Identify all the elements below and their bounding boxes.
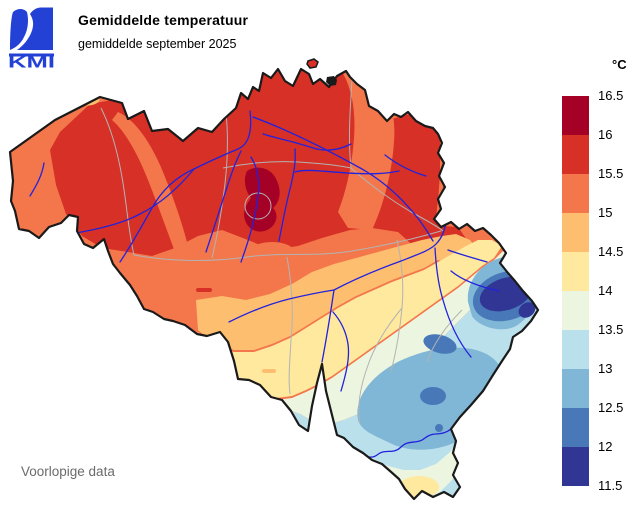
legend-tick-label: 13 bbox=[598, 361, 613, 376]
legend-tick-label: 13.5 bbox=[598, 322, 624, 337]
temp-region-darkred-brussels bbox=[244, 167, 280, 232]
temp-region-orange-below-brussels bbox=[248, 242, 296, 266]
legend-swatch-12.5-13 bbox=[562, 369, 589, 408]
temp-region-orange-dot-kempen bbox=[354, 137, 370, 149]
river-dender bbox=[205, 150, 242, 253]
river-scheldt-upper bbox=[119, 168, 195, 263]
river-lesse bbox=[332, 311, 350, 392]
page-title: Gemiddelde temperatuur bbox=[78, 12, 249, 28]
legend-swatch-15.5-16 bbox=[562, 135, 589, 174]
legend-swatch-16-16.5 bbox=[562, 96, 589, 135]
enclave-island-dark bbox=[326, 76, 337, 86]
temp-region-lightorange-dash bbox=[262, 369, 276, 373]
enclave-island-small bbox=[306, 58, 319, 69]
temp-region-indigo-appendix bbox=[518, 302, 536, 318]
river-ambleve bbox=[450, 270, 500, 292]
legend-tick-label: 14 bbox=[598, 283, 613, 298]
temp-region-yellow-band bbox=[198, 240, 502, 398]
province-border-hainaut-namur bbox=[286, 256, 293, 395]
legend-tick-label: 11.5 bbox=[598, 478, 623, 493]
river-demer bbox=[294, 169, 400, 175]
kmi-logo: KMI bbox=[8, 7, 55, 70]
river-dijle bbox=[278, 148, 296, 242]
legend-tick-label: 14.5 bbox=[598, 244, 624, 259]
river-ourthe bbox=[434, 247, 472, 358]
legend-unit-label: °C bbox=[612, 57, 627, 72]
legend-swatch-14.5-15 bbox=[562, 213, 589, 252]
legend-swatch-13.5-14 bbox=[562, 291, 589, 330]
river-nete bbox=[262, 133, 352, 151]
temp-region-lightorange-band bbox=[196, 234, 478, 350]
legend-tick-label: 12 bbox=[598, 439, 613, 454]
province-border-limburg-liege bbox=[350, 167, 444, 232]
province-border-central bbox=[133, 230, 442, 262]
legend-tick-label: 15 bbox=[598, 205, 613, 220]
temp-region-blue-dot bbox=[435, 424, 443, 432]
province-borders-layer bbox=[100, 79, 463, 425]
river-albert-canal bbox=[252, 116, 434, 242]
legend-swatch-15-15.5 bbox=[562, 174, 589, 213]
legend-tick-label: 15.5 bbox=[598, 166, 624, 181]
preliminary-data-note: Voorlopige data bbox=[21, 464, 115, 479]
temp-region-blue-blob-2 bbox=[420, 387, 446, 405]
legend-swatch-11.5-12 bbox=[562, 447, 589, 486]
legend-swatch-12-12.5 bbox=[562, 408, 589, 447]
temp-region-blue-blob-1 bbox=[423, 334, 457, 354]
kmi-logo-mark bbox=[9, 7, 54, 57]
river-kempen-canal bbox=[384, 154, 427, 177]
page-subtitle: gemiddelde september 2025 bbox=[78, 37, 237, 51]
river-zenne bbox=[240, 156, 260, 263]
province-border-liege-luxembourg bbox=[426, 309, 463, 363]
legend-tick-label: 16 bbox=[598, 127, 613, 142]
rivers-layer bbox=[29, 110, 500, 458]
kmi-logo-text: KMI bbox=[8, 55, 55, 70]
legend-swatch-13-13.5 bbox=[562, 330, 589, 369]
legend-tick-label: 12.5 bbox=[598, 400, 624, 415]
province-border-antwerp-limburg bbox=[348, 79, 353, 169]
river-vesdre bbox=[447, 249, 488, 263]
river-scheldt-lower bbox=[193, 110, 252, 170]
river-ijzer bbox=[29, 162, 45, 197]
province-border-brabant-antwerp bbox=[222, 161, 352, 169]
temp-region-orange-nw-band bbox=[112, 112, 190, 260]
province-border-namur-luxembourg bbox=[358, 307, 403, 425]
temperature-legend: 16.5 16 15.5 15 14.5 14 13.5 13 12.5 12 … bbox=[562, 89, 640, 496]
legend-tick-label: 16.5 bbox=[598, 88, 624, 103]
legend-swatch-14-14.5 bbox=[562, 252, 589, 291]
river-sambre bbox=[228, 289, 335, 323]
temp-region-red-dash bbox=[196, 288, 212, 292]
province-border-west-east-flanders bbox=[100, 107, 135, 256]
